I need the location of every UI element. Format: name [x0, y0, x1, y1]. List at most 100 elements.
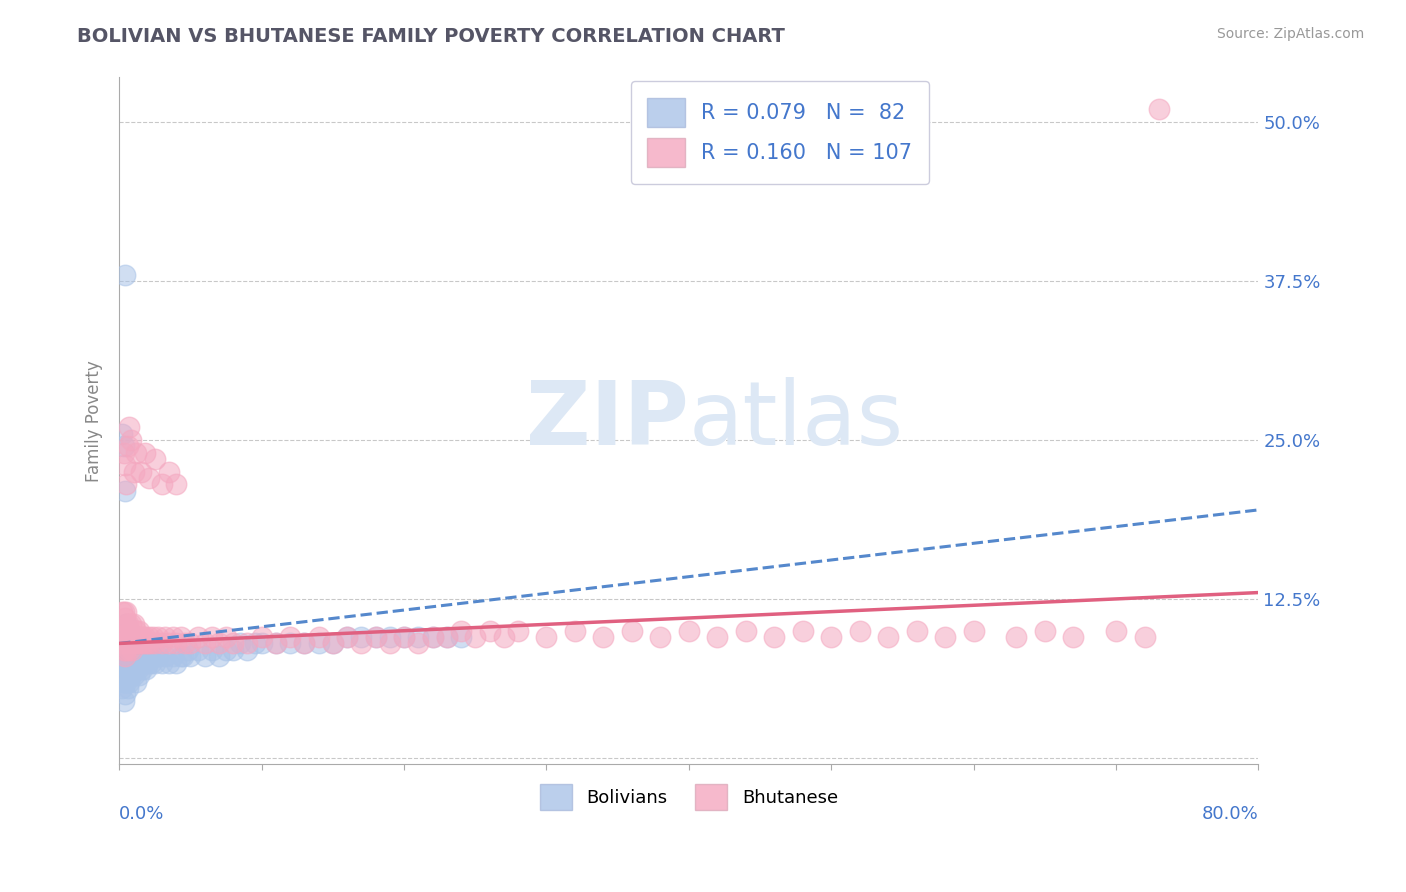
Point	[1005, 630, 1028, 644]
Point	[115, 624, 138, 638]
Point	[131, 630, 153, 644]
Point	[436, 630, 458, 644]
Point	[848, 624, 870, 638]
Point	[129, 465, 152, 479]
Point	[292, 636, 315, 650]
Point	[125, 674, 148, 689]
Point	[134, 630, 156, 644]
Point	[114, 458, 136, 473]
Point	[115, 636, 138, 650]
Point	[934, 630, 956, 644]
Point	[134, 649, 156, 664]
Point	[120, 649, 142, 664]
Point	[162, 630, 184, 644]
Point	[111, 636, 134, 650]
Point	[122, 649, 145, 664]
Point	[120, 617, 142, 632]
Point	[378, 630, 401, 644]
Point	[120, 668, 142, 682]
Point	[322, 636, 344, 650]
Point	[194, 649, 217, 664]
Point	[278, 636, 301, 650]
Point	[111, 624, 134, 638]
Point	[763, 630, 786, 644]
Point	[162, 649, 184, 664]
Point	[125, 624, 148, 638]
Point	[173, 636, 195, 650]
Point	[115, 656, 138, 670]
Point	[127, 662, 149, 676]
Point	[142, 630, 165, 644]
Point	[114, 668, 136, 682]
Point	[734, 624, 756, 638]
Point	[121, 642, 143, 657]
Point	[222, 642, 245, 657]
Point	[364, 630, 387, 644]
Point	[142, 649, 165, 664]
Text: Source: ZipAtlas.com: Source: ZipAtlas.com	[1216, 27, 1364, 41]
Point	[278, 630, 301, 644]
Point	[378, 636, 401, 650]
Point	[120, 636, 142, 650]
Point	[136, 656, 159, 670]
Text: 0.0%: 0.0%	[120, 805, 165, 823]
Point	[118, 420, 141, 434]
Point	[117, 636, 139, 650]
Point	[117, 662, 139, 676]
Point	[450, 630, 472, 644]
Point	[150, 477, 173, 491]
Point	[157, 465, 180, 479]
Point	[146, 649, 169, 664]
Point	[492, 630, 515, 644]
Point	[112, 636, 135, 650]
Point	[138, 649, 160, 664]
Point	[1033, 624, 1056, 638]
Point	[114, 649, 136, 664]
Point	[114, 630, 136, 644]
Point	[706, 630, 728, 644]
Point	[877, 630, 900, 644]
Point	[201, 630, 224, 644]
Point	[536, 630, 558, 644]
Point	[1133, 630, 1156, 644]
Point	[150, 636, 173, 650]
Point	[792, 624, 814, 638]
Point	[322, 636, 344, 650]
Point	[153, 630, 176, 644]
Point	[112, 439, 135, 453]
Point	[620, 624, 643, 638]
Point	[243, 636, 266, 650]
Point	[135, 662, 157, 676]
Point	[336, 630, 359, 644]
Point	[114, 611, 136, 625]
Point	[115, 642, 138, 657]
Point	[236, 642, 259, 657]
Point	[165, 656, 187, 670]
Point	[146, 630, 169, 644]
Text: 80.0%: 80.0%	[1202, 805, 1258, 823]
Point	[139, 656, 162, 670]
Point	[118, 642, 141, 657]
Point	[153, 649, 176, 664]
Point	[112, 694, 135, 708]
Legend: Bolivians, Bhutanese: Bolivians, Bhutanese	[533, 777, 845, 817]
Point	[132, 656, 155, 670]
Point	[114, 649, 136, 664]
Point	[208, 636, 231, 650]
Point	[172, 649, 194, 664]
Point	[111, 605, 134, 619]
Point	[506, 624, 529, 638]
Point	[905, 624, 928, 638]
Point	[124, 642, 146, 657]
Point	[114, 687, 136, 701]
Point	[127, 636, 149, 650]
Point	[201, 642, 224, 657]
Point	[138, 630, 160, 644]
Point	[150, 656, 173, 670]
Point	[115, 477, 138, 491]
Point	[169, 630, 191, 644]
Text: atlas: atlas	[689, 377, 904, 465]
Point	[122, 636, 145, 650]
Point	[408, 630, 430, 644]
Point	[179, 649, 201, 664]
